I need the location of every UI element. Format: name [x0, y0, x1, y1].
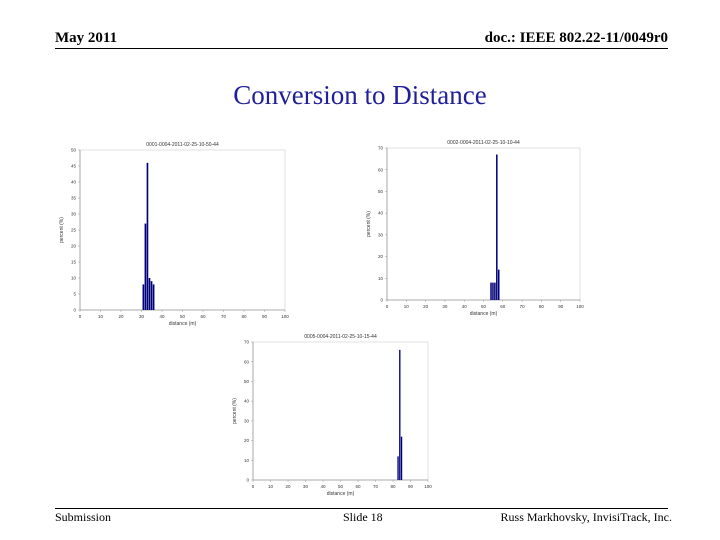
y-tick-label: 60 — [244, 359, 250, 364]
histogram-bar — [148, 278, 151, 310]
y-tick-label: 0 — [380, 298, 383, 303]
y-tick-label: 40 — [244, 399, 250, 404]
x-tick-label: 80 — [390, 484, 396, 489]
header-doc-id: doc.: IEEE 802.22-11/0049r0 — [484, 30, 668, 46]
histogram-bar — [142, 284, 145, 310]
header-rule — [55, 48, 668, 49]
y-tick-label: 50 — [378, 189, 384, 194]
histogram-bar — [494, 282, 496, 300]
x-tick-label: 70 — [520, 304, 526, 309]
x-tick-label: 0 — [252, 484, 255, 489]
y-tick-label: 10 — [71, 276, 77, 281]
histogram-bar — [492, 282, 494, 300]
histogram-bar — [497, 269, 500, 300]
y-axis-label: percent (%) — [366, 211, 372, 237]
histogram-bar — [490, 282, 492, 300]
y-tick-label: 50 — [71, 148, 77, 153]
chart-title: 0002-0004-2011-02-25-10-10-44 — [447, 140, 520, 146]
slide-title: Conversion to Distance — [233, 80, 487, 110]
chart-title: 0005-0004-2011-02-25-10-15-44 — [304, 334, 377, 340]
x-tick-label: 90 — [262, 314, 268, 319]
y-tick-label: 20 — [244, 438, 250, 443]
histogram-bar — [146, 162, 149, 310]
footer-rule — [55, 508, 668, 509]
y-tick-label: 70 — [244, 340, 250, 345]
x-tick-label: 100 — [281, 314, 289, 319]
x-tick-label: 10 — [268, 484, 274, 489]
x-tick-label: 0 — [386, 304, 389, 309]
x-tick-label: 40 — [462, 304, 468, 309]
x-tick-label: 70 — [221, 314, 227, 319]
y-tick-label: 40 — [378, 211, 384, 216]
x-tick-label: 90 — [558, 304, 564, 309]
histogram-chart-1: 0001-0004-2011-02-25-10-50-44 0 5 10 15 20 25 3… — [59, 142, 289, 327]
y-tick-label: 20 — [378, 254, 384, 259]
y-tick-label: 0 — [246, 478, 249, 483]
histogram-chart-3: 0005-0004-2011-02-25-10-15-44 0 10 20 30 40 50… — [232, 334, 432, 497]
x-tick-label: 40 — [159, 314, 165, 319]
y-tick-label: 30 — [378, 232, 384, 237]
x-tick-label: 50 — [338, 484, 344, 489]
y-axis-label: percent (%) — [232, 398, 238, 424]
histogram-bar — [144, 223, 147, 310]
header-date: May 2011 — [55, 30, 118, 46]
x-tick-label: 30 — [442, 304, 448, 309]
y-tick-label: 15 — [71, 260, 77, 265]
x-tick-label: 30 — [303, 484, 309, 489]
y-tick-label: 35 — [71, 196, 77, 201]
histogram-bar — [399, 349, 401, 480]
y-axis-label: percent (%) — [59, 217, 65, 243]
y-tick-label: 50 — [244, 379, 250, 384]
y-tick-label: 20 — [71, 244, 77, 249]
histogram-chart-2: 0002-0004-2011-02-25-10-10-44 0 10 20 30 40 50… — [366, 140, 584, 317]
x-axis-label: distance (m) — [470, 311, 498, 317]
y-tick-label: 10 — [378, 276, 384, 281]
x-tick-label: 20 — [285, 484, 291, 489]
x-tick-label: 20 — [423, 304, 429, 309]
x-tick-label: 70 — [373, 484, 379, 489]
plot-frame — [386, 147, 581, 301]
x-tick-label: 40 — [320, 484, 326, 489]
y-tick-label: 25 — [71, 228, 77, 233]
histogram-bar — [400, 436, 403, 480]
x-tick-label: 100 — [576, 304, 584, 309]
y-tick-label: 70 — [378, 146, 384, 151]
x-tick-label: 30 — [139, 314, 145, 319]
y-tick-label: 10 — [244, 458, 250, 463]
y-tick-label: 40 — [71, 180, 77, 185]
x-tick-label: 50 — [180, 314, 186, 319]
x-tick-label: 10 — [98, 314, 104, 319]
y-tick-label: 30 — [244, 418, 250, 423]
footer-author: Russ Markhovsky, InvisiTrack, Inc. — [500, 510, 672, 524]
x-tick-label: 60 — [500, 304, 506, 309]
y-tick-label: 60 — [378, 167, 384, 172]
footer-slide-number: Slide 18 — [343, 510, 383, 524]
x-tick-label: 90 — [408, 484, 414, 489]
x-tick-label: 10 — [404, 304, 410, 309]
y-tick-label: 45 — [71, 164, 77, 169]
x-tick-label: 50 — [481, 304, 487, 309]
x-tick-label: 60 — [200, 314, 206, 319]
x-axis-label: distance (m) — [169, 321, 197, 327]
x-tick-label: 60 — [355, 484, 361, 489]
x-axis-label: distance (m) — [327, 491, 355, 497]
y-tick-label: 0 — [73, 308, 76, 313]
x-tick-label: 80 — [539, 304, 545, 309]
x-tick-label: 20 — [118, 314, 124, 319]
histogram-bar — [496, 154, 498, 300]
chart-title: 0001-0004-2011-02-25-10-50-44 — [146, 142, 219, 148]
x-tick-label: 100 — [424, 484, 432, 489]
y-tick-label: 5 — [73, 292, 76, 297]
footer-submission: Submission — [55, 510, 112, 524]
x-tick-label: 0 — [79, 314, 82, 319]
plot-frame — [79, 149, 286, 311]
y-tick-label: 30 — [71, 212, 77, 217]
histogram-bar — [397, 456, 399, 480]
x-tick-label: 80 — [241, 314, 247, 319]
histogram-bar — [152, 284, 155, 310]
histogram-bar — [150, 281, 153, 310]
